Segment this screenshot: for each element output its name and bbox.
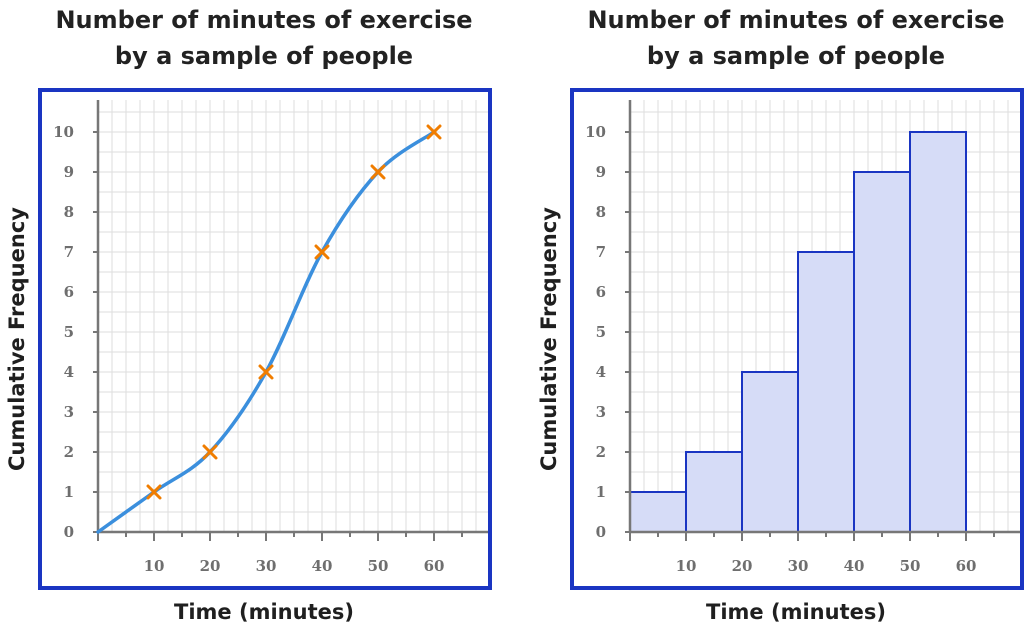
y-tick-label: 10 bbox=[585, 123, 606, 141]
y-tick-label: 0 bbox=[596, 523, 606, 541]
right-x-axis-label: Time (minutes) bbox=[706, 600, 886, 624]
histogram-bar bbox=[909, 131, 967, 533]
y-tick-label: 2 bbox=[596, 443, 606, 461]
y-tick-label: 9 bbox=[64, 163, 74, 181]
marker-stroke bbox=[314, 244, 330, 260]
chart-frame bbox=[38, 88, 492, 590]
right-chart-title: Number of minutes of exercise by a sampl… bbox=[576, 2, 1016, 74]
y-tick-label: 1 bbox=[64, 483, 74, 501]
x-tick-label: 50 bbox=[368, 557, 389, 575]
x-tick-label: 60 bbox=[956, 557, 977, 575]
marker-stroke bbox=[146, 484, 162, 500]
right-y-axis-label: Cumulative Frequency bbox=[537, 207, 561, 471]
y-tick-label: 5 bbox=[64, 323, 74, 341]
data-point-marker bbox=[370, 164, 386, 180]
marker-stroke bbox=[258, 364, 274, 380]
y-tick-label: 4 bbox=[596, 363, 606, 381]
y-tick-label: 8 bbox=[596, 203, 606, 221]
right-chart-title-line2: by a sample of people bbox=[646, 42, 946, 70]
x-tick-label: 30 bbox=[256, 557, 277, 575]
marker-stroke bbox=[202, 444, 218, 460]
y-tick-label: 3 bbox=[64, 403, 74, 421]
histogram-bar bbox=[797, 251, 855, 533]
y-tick-label: 6 bbox=[596, 283, 606, 301]
x-tick-label: 20 bbox=[200, 557, 221, 575]
y-tick-label: 2 bbox=[64, 443, 74, 461]
histogram-bar bbox=[685, 451, 743, 533]
data-point-marker bbox=[258, 364, 274, 380]
data-point-marker bbox=[314, 244, 330, 260]
right-chart-title-line1: Number of minutes of exercise bbox=[587, 6, 1005, 34]
y-tick-label: 4 bbox=[64, 363, 74, 381]
marker-stroke bbox=[426, 124, 442, 140]
left-chart-title: Number of minutes of exercise by a sampl… bbox=[44, 2, 484, 74]
cumulative-frequency-curve-chart: 10 20 30 40 50 60 0 1 2 3 4 5 6 7 8 9 10 bbox=[38, 88, 492, 590]
histogram-bar bbox=[741, 371, 799, 533]
x-tick-label: 50 bbox=[900, 557, 921, 575]
y-tick-label: 3 bbox=[596, 403, 606, 421]
y-tick-label: 7 bbox=[596, 243, 606, 261]
left-chart-title-line2: by a sample of people bbox=[114, 42, 414, 70]
y-tick-label: 10 bbox=[53, 123, 74, 141]
y-tick-label: 1 bbox=[596, 483, 606, 501]
x-tick-label: 20 bbox=[732, 557, 753, 575]
x-tick-label: 10 bbox=[144, 557, 165, 575]
x-tick-label: 10 bbox=[676, 557, 697, 575]
left-x-axis-label: Time (minutes) bbox=[174, 600, 354, 624]
x-tick-label: 40 bbox=[844, 557, 865, 575]
y-tick-label: 0 bbox=[64, 523, 74, 541]
marker-stroke bbox=[370, 164, 386, 180]
y-tick-label: 7 bbox=[64, 243, 74, 261]
x-tick-label: 30 bbox=[788, 557, 809, 575]
x-tick-label: 40 bbox=[312, 557, 333, 575]
y-tick-label: 9 bbox=[596, 163, 606, 181]
y-tick-label: 6 bbox=[64, 283, 74, 301]
histogram-bar bbox=[853, 171, 911, 533]
cumulative-frequency-histogram-chart: 10 20 30 40 50 60 0 1 2 3 4 5 6 7 8 9 10 bbox=[570, 88, 1024, 590]
data-point-marker bbox=[202, 444, 218, 460]
left-chart-title-line1: Number of minutes of exercise bbox=[55, 6, 473, 34]
x-tick-label: 60 bbox=[424, 557, 445, 575]
y-tick-label: 5 bbox=[596, 323, 606, 341]
left-y-axis-label: Cumulative Frequency bbox=[5, 207, 29, 471]
data-point-marker bbox=[146, 484, 162, 500]
data-point-marker bbox=[426, 124, 442, 140]
histogram-bar bbox=[629, 491, 687, 533]
y-tick-label: 8 bbox=[64, 203, 74, 221]
chart-frame bbox=[570, 88, 1024, 590]
